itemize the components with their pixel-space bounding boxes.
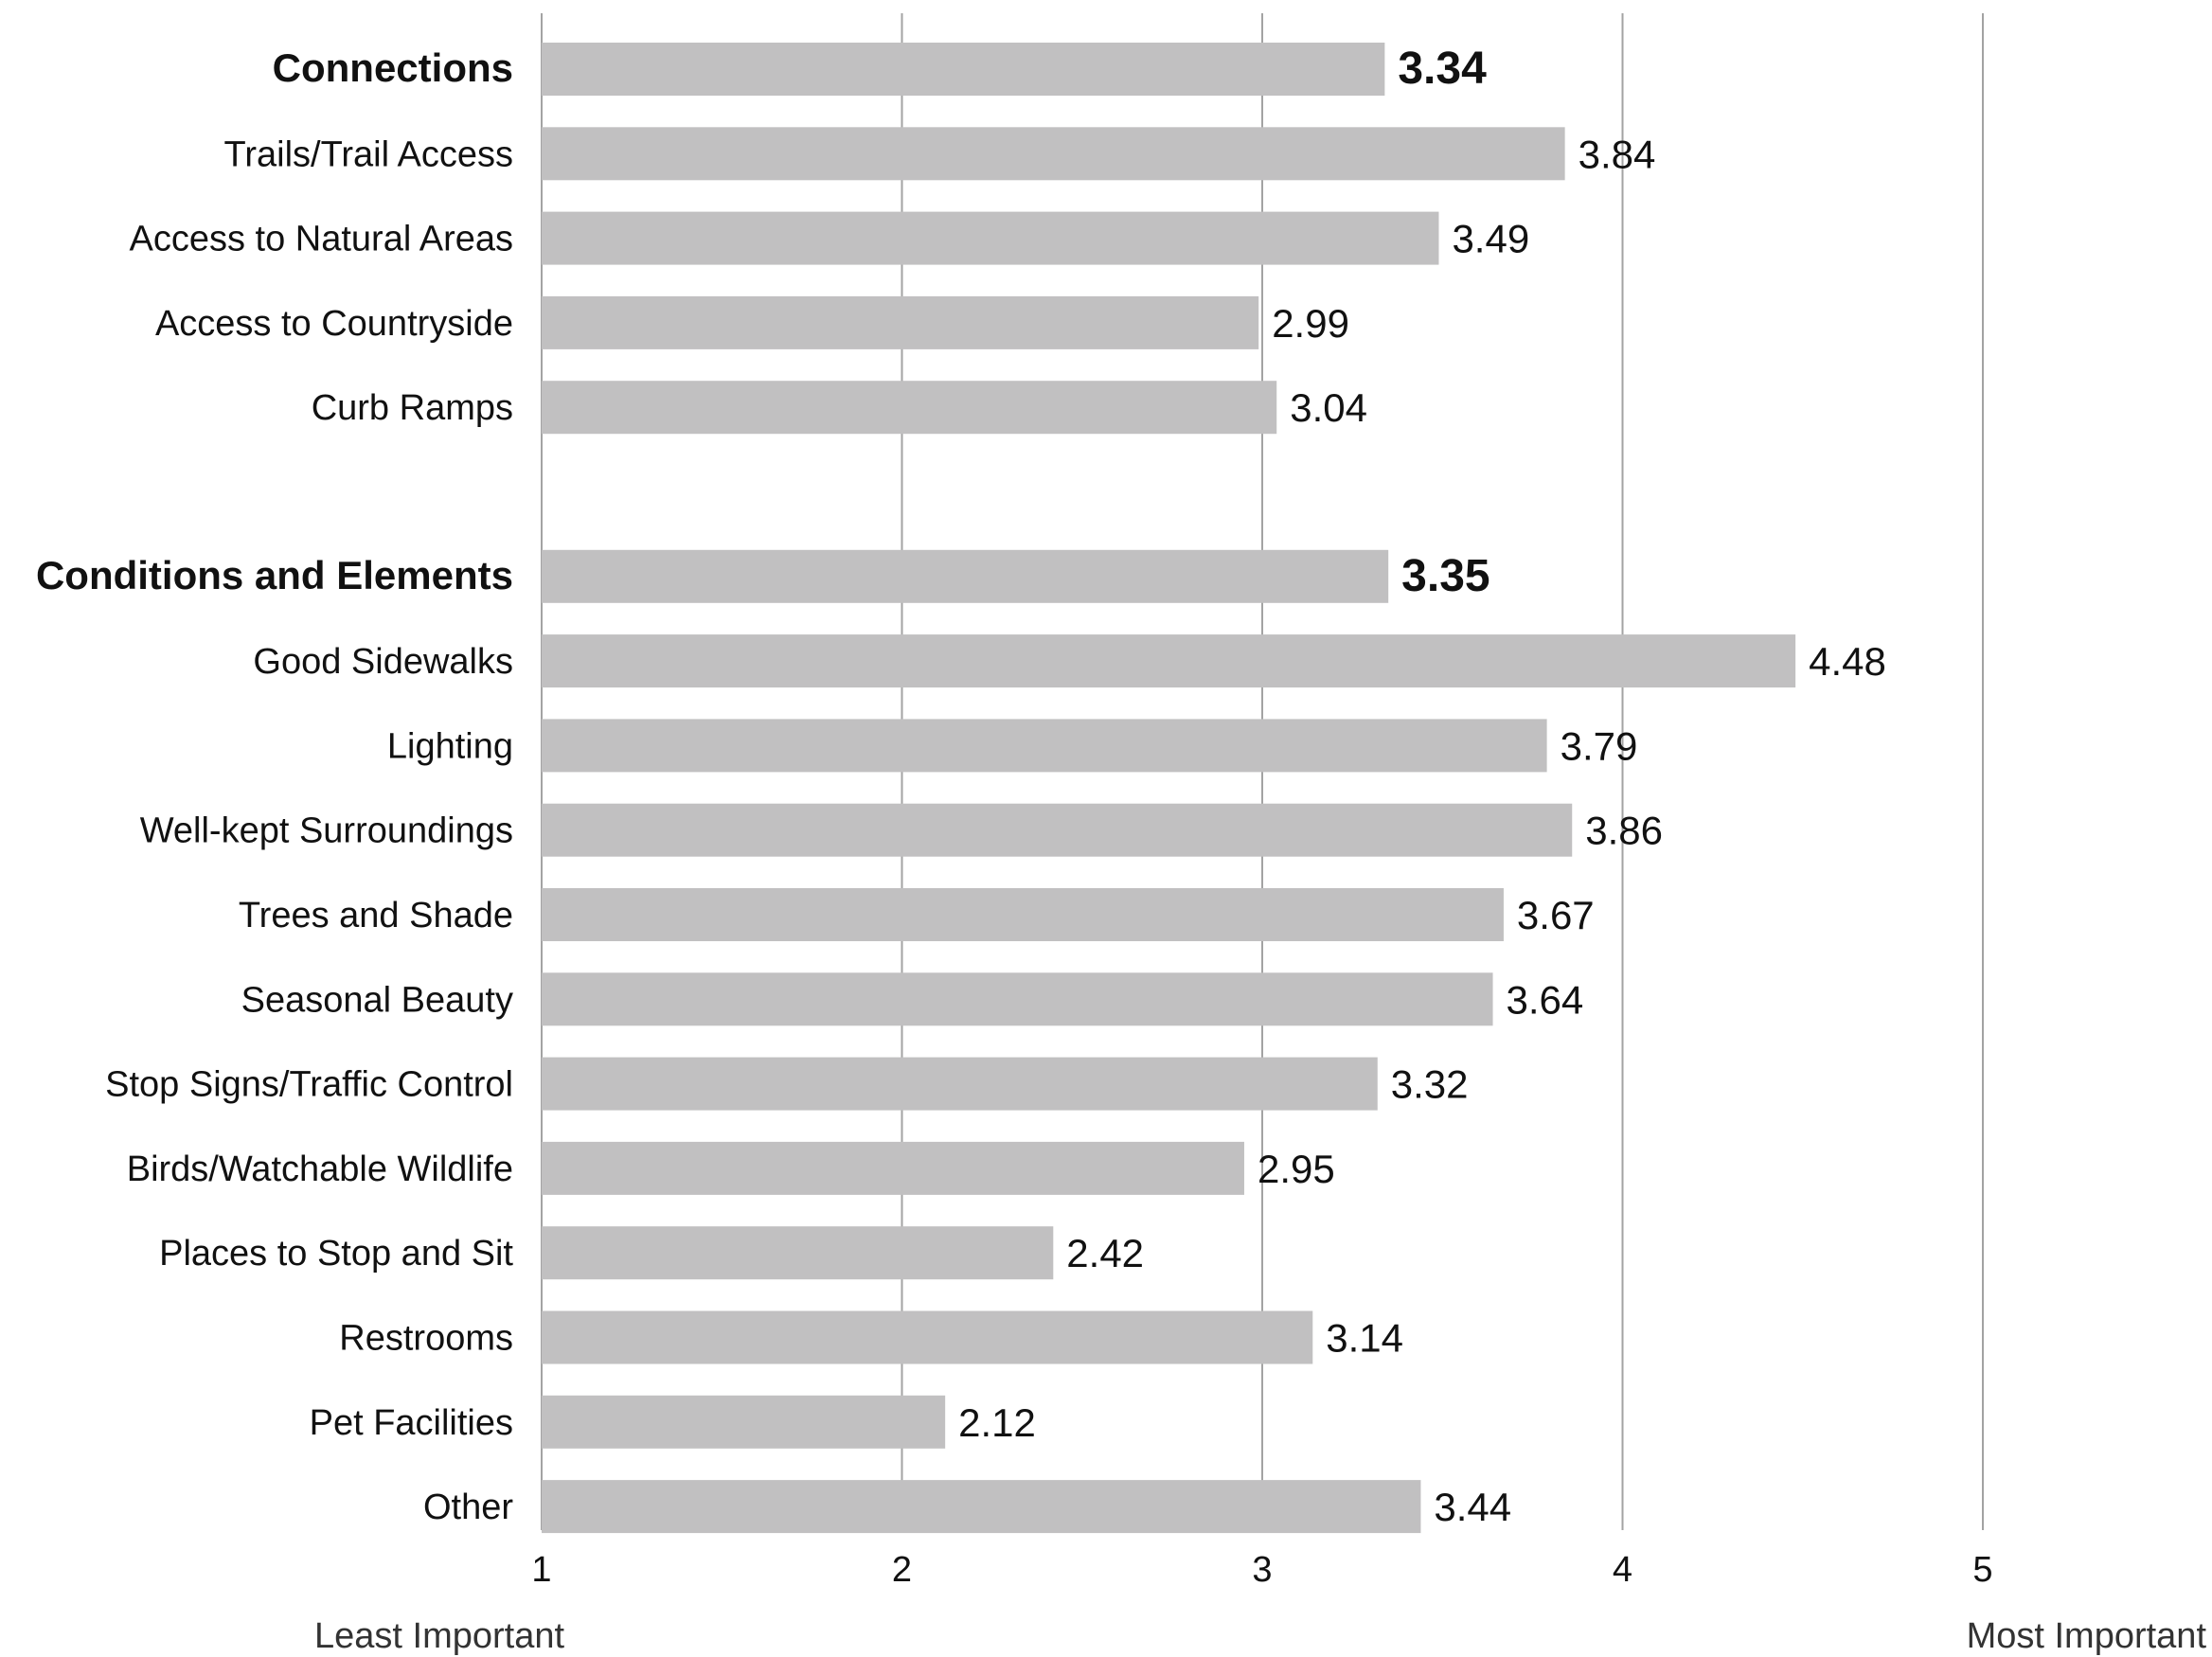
category-label-seasonal-beauty: Seasonal Beauty [241,980,513,1020]
bar-stop-signs-traffic-control [542,1057,1378,1111]
category-label-trees-and-shade: Trees and Shade [239,896,513,935]
category-label-pet-facilities: Pet Facilities [310,1403,513,1443]
bar-connections [542,43,1385,96]
category-label-well-kept-surroundings: Well-kept Surroundings [140,811,513,851]
category-label-trails-trail-access: Trails/Trail Access [224,134,513,174]
category-label-places-to-stop-and-sit: Places to Stop and Sit [159,1234,513,1274]
value-label-birds-watchable-wildlife: 2.95 [1258,1147,1335,1191]
category-label-access-to-natural-areas: Access to Natural Areas [129,220,513,259]
x-tick-label-2: 2 [892,1550,912,1590]
bar-other [542,1480,1421,1534]
category-label-access-to-countryside: Access to Countryside [155,304,513,344]
group-label-connections: Connections [273,45,513,90]
bars [542,43,1796,1534]
bar-trails-trail-access [542,127,1565,181]
x-axis-low-label: Least Important [314,1616,564,1656]
bar-curb-ramps [542,381,1277,435]
value-label-conditions-and-elements: 3.35 [1401,551,1490,601]
bar-seasonal-beauty [542,972,1493,1026]
value-label-seasonal-beauty: 3.64 [1507,977,1584,1022]
x-axis-ticks: 1 2 3 4 5 [531,1550,1992,1590]
value-label-pet-facilities: 2.12 [958,1400,1036,1445]
value-label-curb-ramps: 3.04 [1290,385,1367,430]
x-tick-label-5: 5 [1972,1550,1992,1590]
category-labels: Connections Trails/Trail Access Access to … [36,45,513,1527]
group-label-conditions-and-elements: Conditions and Elements [36,553,513,597]
value-label-restrooms: 3.14 [1326,1316,1403,1361]
bar-restrooms [542,1310,1313,1364]
bar-access-to-natural-areas [542,211,1439,265]
bar-good-sidewalks [542,634,1796,688]
bar-lighting [542,719,1547,773]
bar-pet-facilities [542,1395,946,1449]
bar-well-kept-surroundings [542,803,1573,857]
value-label-access-to-countryside: 2.99 [1272,301,1349,346]
bar-trees-and-shade [542,888,1504,941]
value-label-good-sidewalks: 4.48 [1809,639,1886,684]
category-label-good-sidewalks: Good Sidewalks [253,642,513,682]
x-tick-label-4: 4 [1613,1550,1632,1590]
value-label-other: 3.44 [1434,1485,1511,1529]
value-label-trees-and-shade: 3.67 [1517,893,1595,937]
category-label-birds-watchable-wildlife: Birds/Watchable Wildlife [127,1149,513,1189]
value-label-stop-signs-traffic-control: 3.32 [1391,1062,1469,1107]
x-axis-high-label: Most Important [1967,1616,2207,1656]
x-tick-label-3: 3 [1252,1550,1272,1590]
x-tick-label-1: 1 [531,1550,551,1590]
value-label-lighting: 3.79 [1561,723,1638,768]
bar-places-to-stop-and-sit [542,1226,1054,1280]
bar-access-to-countryside [542,295,1259,349]
category-label-stop-signs-traffic-control: Stop Signs/Traffic Control [105,1065,513,1105]
value-label-connections: 3.34 [1398,44,1487,94]
category-label-lighting: Lighting [387,726,513,766]
value-label-access-to-natural-areas: 3.49 [1452,217,1529,261]
value-label-places-to-stop-and-sit: 2.42 [1066,1231,1144,1275]
bar-birds-watchable-wildlife [542,1141,1244,1195]
value-labels: 3.34 3.84 3.49 2.99 3.04 3.35 4.48 3.79 3.86 3.67… [958,44,1886,1529]
category-label-other: Other [423,1488,513,1527]
value-label-trails-trail-access: 3.84 [1579,132,1656,176]
bar-conditions-and-elements [542,549,1389,603]
category-label-restrooms: Restrooms [339,1319,513,1359]
category-label-curb-ramps: Curb Ramps [312,388,513,428]
value-label-well-kept-surroundings: 3.86 [1585,809,1663,853]
